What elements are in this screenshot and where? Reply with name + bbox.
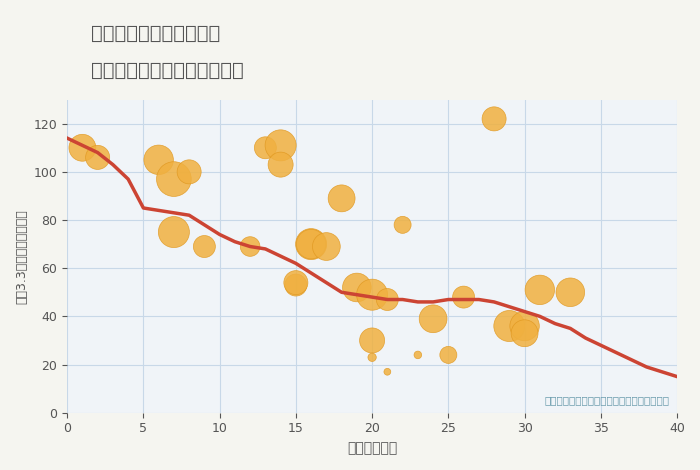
Point: [183, 168, 195, 176]
Point: [367, 353, 378, 361]
Point: [504, 322, 515, 330]
Point: [442, 351, 454, 359]
Point: [367, 291, 378, 298]
Point: [428, 315, 439, 322]
Point: [305, 240, 316, 248]
Point: [382, 368, 393, 376]
Point: [382, 296, 393, 303]
Point: [77, 144, 88, 151]
Point: [351, 284, 363, 291]
Point: [412, 351, 423, 359]
Point: [565, 289, 576, 296]
Point: [519, 329, 530, 337]
Point: [92, 154, 103, 161]
Point: [260, 144, 271, 151]
Point: [305, 240, 316, 248]
Point: [519, 322, 530, 330]
Point: [244, 243, 256, 251]
Y-axis label: 坪（3.3㎡）単価（万円）: 坪（3.3㎡）単価（万円）: [15, 209, 28, 304]
Text: 愛知県豊橋市東赤沢町の: 愛知県豊橋市東赤沢町の: [91, 24, 220, 42]
Point: [534, 286, 545, 294]
Point: [489, 115, 500, 123]
Point: [168, 228, 179, 236]
Point: [290, 279, 302, 286]
Point: [275, 161, 286, 168]
Point: [367, 337, 378, 344]
Text: 築年数別中古マンション価格: 築年数別中古マンション価格: [91, 61, 244, 80]
X-axis label: 築年数（年）: 築年数（年）: [347, 441, 397, 455]
Point: [168, 175, 179, 183]
Point: [336, 195, 347, 202]
Point: [275, 141, 286, 149]
Point: [458, 293, 469, 301]
Point: [321, 243, 332, 251]
Point: [290, 282, 302, 289]
Text: 円の大きさは、取引のあった物件面積を示す: 円の大きさは、取引のあった物件面積を示す: [545, 395, 669, 406]
Point: [199, 243, 210, 251]
Point: [397, 221, 408, 228]
Point: [153, 156, 164, 164]
